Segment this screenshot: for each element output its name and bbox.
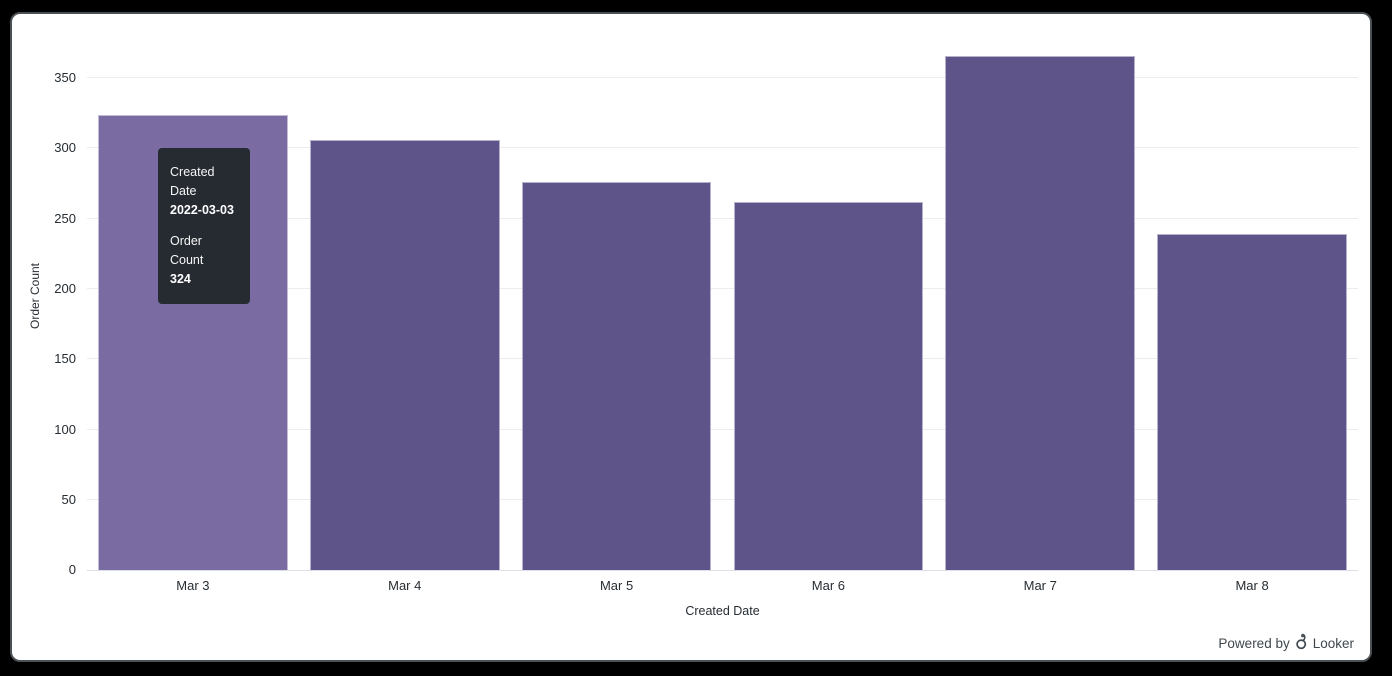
y-tick-label-0: 0 — [68, 562, 76, 577]
bar-mar-4[interactable] — [309, 140, 500, 570]
gridline-300 — [87, 147, 1358, 149]
bar-slot-mar-8 — [1146, 22, 1358, 570]
tooltip-dimension-label: Created Date — [170, 165, 215, 198]
tooltip-measure-group: Order Count 324 — [170, 232, 238, 289]
y-tick-label-150: 150 — [54, 351, 76, 367]
bar-mar-7[interactable] — [945, 55, 1136, 570]
bar-slot-mar-7 — [934, 22, 1146, 570]
tooltip-measure-label: Order Count — [170, 234, 204, 267]
y-tick-label-200: 200 — [54, 280, 76, 296]
plot-area — [87, 22, 1358, 571]
bar-mar-5[interactable] — [521, 182, 712, 570]
y-tick-label-300: 300 — [54, 140, 76, 156]
x-tick-label-mar-6: Mar 6 — [811, 578, 846, 593]
y-axis-ticks: 0 50 100 150 200 250 300 350 — [12, 22, 76, 577]
powered-by-label: Powered by — [1218, 635, 1290, 651]
x-tick-label-mar-8: Mar 8 — [1235, 578, 1269, 593]
y-tick-label-50: 50 — [61, 491, 76, 507]
y-tick-label-350: 350 — [54, 70, 76, 86]
bar-mar-8[interactable] — [1157, 234, 1347, 570]
gridline-200 — [87, 287, 1358, 289]
tooltip-measure-value: 324 — [170, 272, 191, 286]
x-axis-title: Created Date — [685, 604, 760, 618]
gridline-50 — [87, 498, 1358, 500]
bar-series — [87, 22, 1358, 570]
y-tick-label-100: 100 — [54, 421, 76, 437]
x-tick-label-mar-4: Mar 4 — [388, 578, 422, 593]
bar-slot-mar-4 — [299, 22, 511, 570]
gridline-100 — [87, 428, 1358, 430]
tooltip-dimension-value: 2022-03-03 — [170, 203, 234, 217]
bar-slot-mar-6 — [722, 22, 934, 570]
gridline-150 — [87, 358, 1358, 360]
tooltip: Created Date 2022-03-03 Order Count 324 — [158, 148, 250, 304]
x-tick-label-mar-3: Mar 3 — [176, 578, 210, 593]
x-tick-label-mar-5: Mar 5 — [599, 578, 634, 593]
brand-label: Looker — [1312, 635, 1354, 651]
y-tick-label-250: 250 — [54, 210, 76, 226]
looker-logo-icon — [1294, 633, 1309, 653]
bar-mar-6[interactable] — [733, 201, 924, 570]
gridline-250 — [87, 217, 1358, 219]
gridline-350 — [87, 77, 1358, 79]
powered-by-looker-link[interactable]: Powered by Looker — [1218, 633, 1354, 653]
bar-slot-mar-5 — [511, 22, 723, 570]
x-tick-label-mar-7: Mar 7 — [1023, 578, 1057, 593]
x-axis-ticks: Mar 3 Mar 4 Mar 5 Mar 6 Mar 7 Mar 8 — [87, 578, 1358, 593]
tooltip-dimension-group: Created Date 2022-03-03 — [170, 163, 238, 220]
